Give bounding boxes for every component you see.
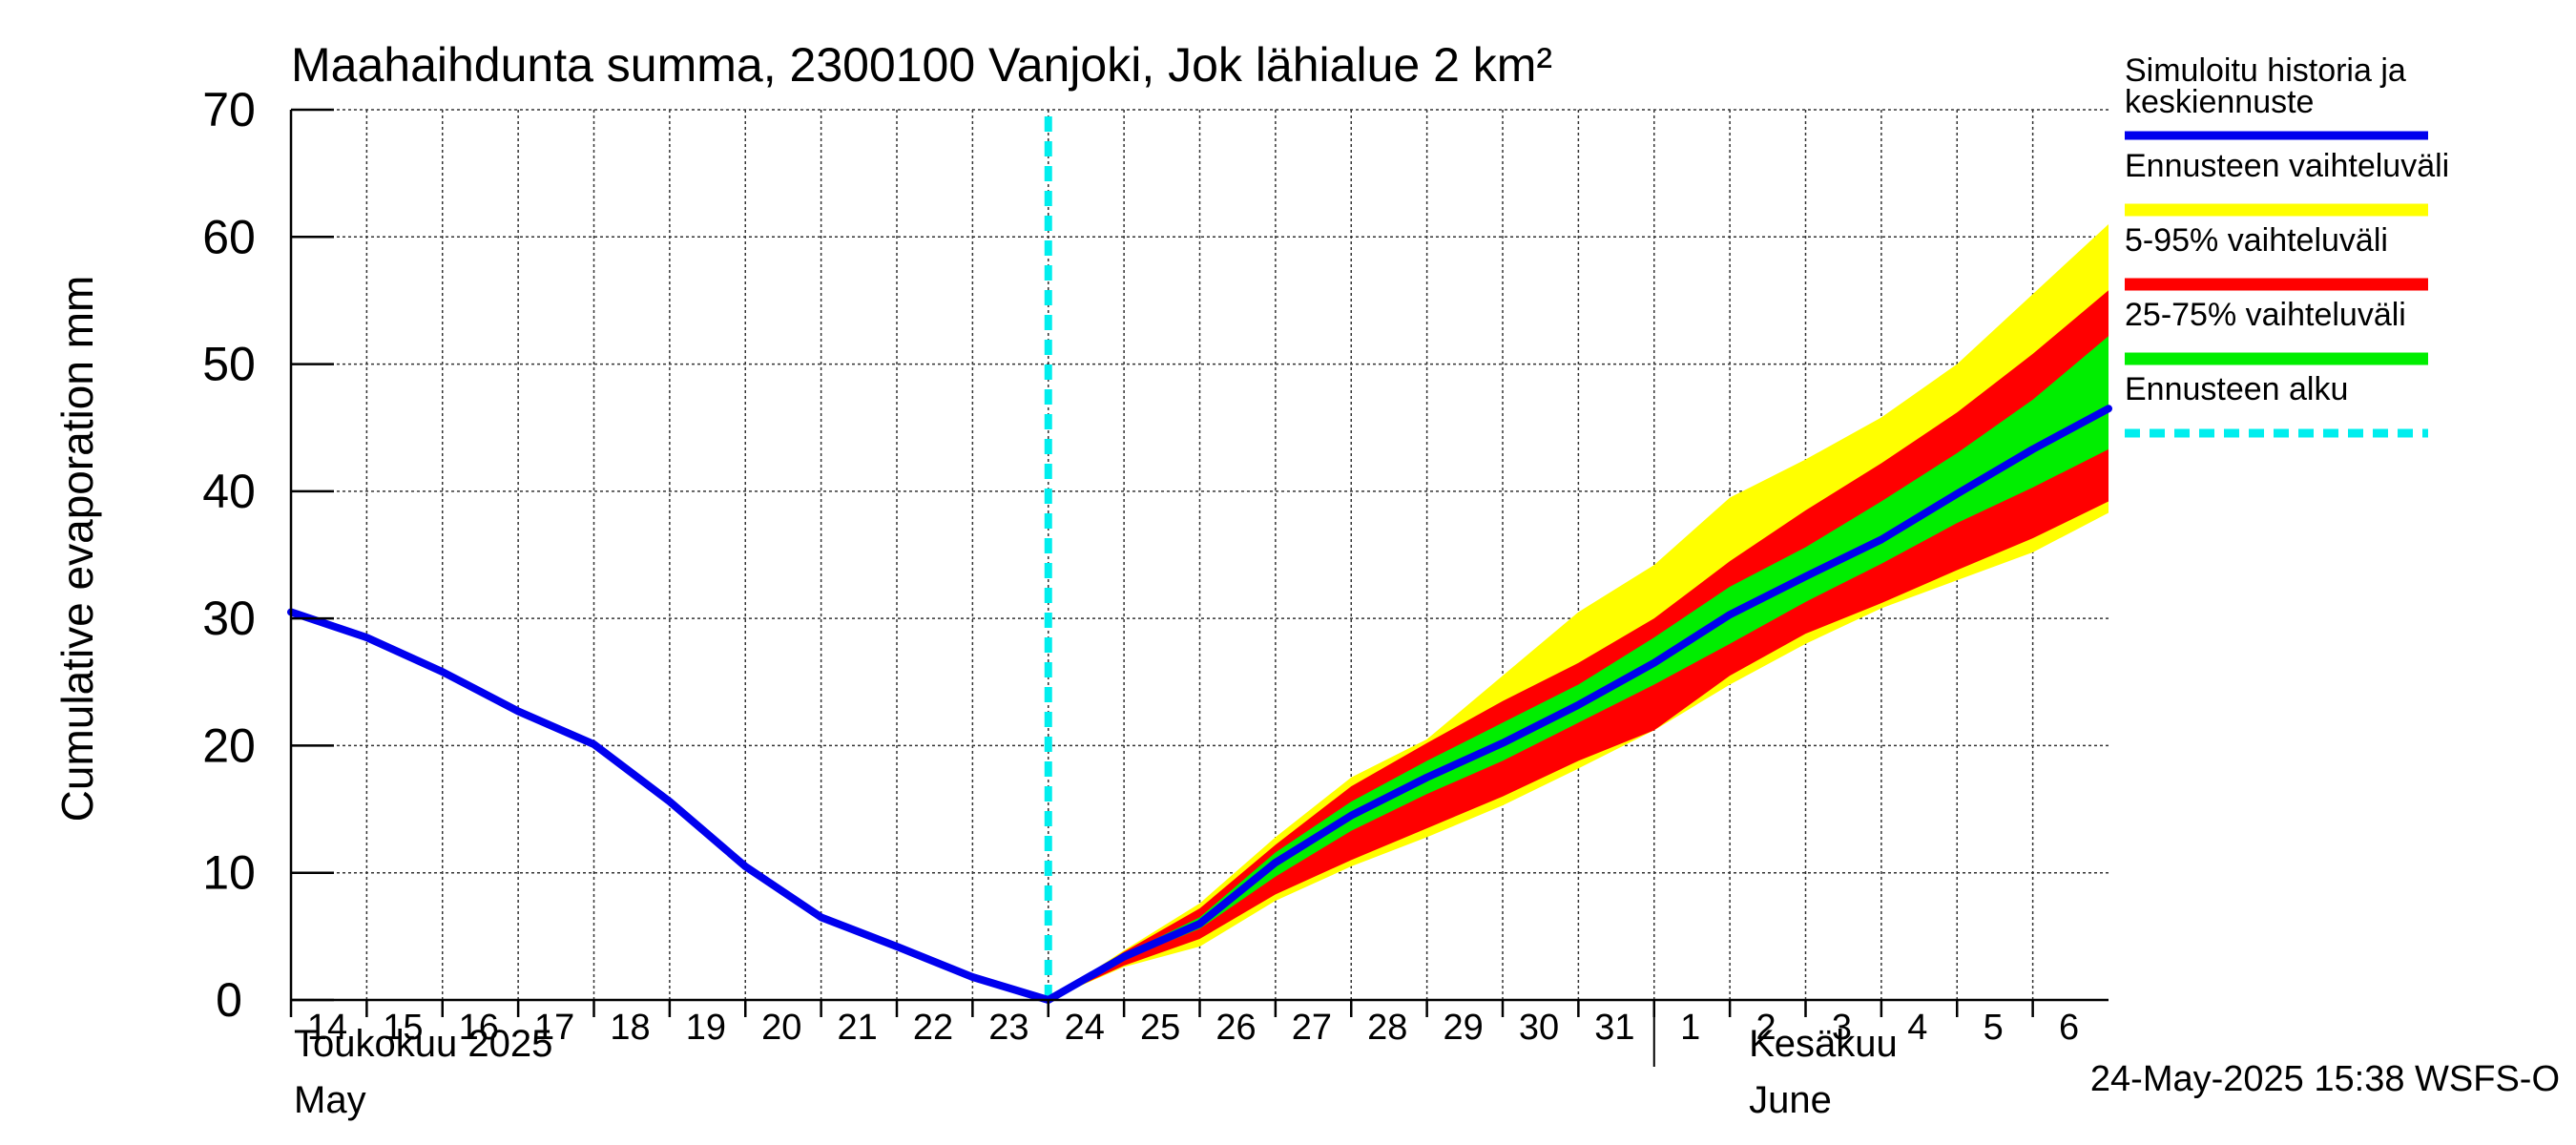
legend-label-0: Simuloitu historia ja <box>2125 52 2406 89</box>
y-tick-label-0: 0 <box>216 973 242 1027</box>
x-tick-label-25: 25 <box>1140 1008 1180 1048</box>
x-tick-label-19: 19 <box>686 1008 726 1048</box>
y-tick-label-50: 50 <box>202 338 256 391</box>
timestamp: 24-May-2025 15:38 WSFS-O <box>2090 1059 2560 1099</box>
data-point-18 <box>593 743 594 745</box>
chart-title: Maahaihdunta summa, 2300100 Vanjoki, Jok… <box>291 38 1552 92</box>
month-label-en-0: May <box>294 1079 366 1121</box>
x-tick-label-6: 6 <box>2059 1008 2079 1048</box>
y-tick-label-60: 60 <box>202 210 256 263</box>
x-tick-label-31: 31 <box>1594 1008 1634 1048</box>
legend-label2-0: keskiennuste <box>2125 84 2314 120</box>
data-point-25 <box>1123 956 1125 958</box>
series-lines <box>287 116 2112 1004</box>
data-point-16 <box>442 671 444 673</box>
data-point-20 <box>744 865 746 867</box>
x-tick-label-4: 4 <box>1907 1008 1927 1048</box>
x-tick-label-23: 23 <box>988 1008 1028 1048</box>
month-label-en-1: June <box>1749 1079 1832 1121</box>
x-tick-label-14: 14 <box>307 1008 347 1048</box>
data-point-17 <box>517 710 519 712</box>
data-point-37 <box>2032 448 2034 450</box>
x-tick-label-24: 24 <box>1065 1008 1105 1048</box>
y-tick-label-30: 30 <box>202 592 256 645</box>
month-label-1: Kesäkuu <box>1749 1023 1898 1065</box>
y-axis-label: Cumulative evaporation mm <box>52 276 102 822</box>
x-tick-label-3: 3 <box>1832 1008 1852 1048</box>
x-tick-label-5: 5 <box>1984 1008 2004 1048</box>
y-tick-label-10: 10 <box>202 846 256 900</box>
legend-label-4: Ennusteen alku <box>2125 371 2348 407</box>
data-point-23 <box>971 976 973 978</box>
data-point-15 <box>365 636 367 638</box>
data-point-26 <box>1199 923 1200 925</box>
y-tick-label-40: 40 <box>202 465 256 518</box>
band-25-75-vaihteluv-li <box>1048 336 2109 1001</box>
y-tick-label-70: 70 <box>202 83 256 136</box>
data-point-34 <box>1805 575 1806 577</box>
x-tick-label-1: 1 <box>1680 1008 1700 1048</box>
x-tick-label-27: 27 <box>1292 1008 1332 1048</box>
band-5-95-vaihteluv-li <box>1048 290 2109 1000</box>
data-point-30 <box>1502 742 1504 744</box>
x-tick-label-16: 16 <box>459 1008 499 1048</box>
x-tick-label-29: 29 <box>1443 1008 1483 1048</box>
data-point-28 <box>1350 815 1352 817</box>
legend-label-3: 25-75% vaihteluväli <box>2125 297 2406 333</box>
x-tick-label-20: 20 <box>761 1008 801 1048</box>
data-point-33 <box>1729 614 1731 615</box>
data-point-29 <box>1426 777 1428 779</box>
data-point-36 <box>1956 493 1958 495</box>
band-ennusteen-vaihteluv-li <box>1048 223 2109 1000</box>
legend-label-1: Ennusteen vaihteluväli <box>2125 148 2449 184</box>
x-tick-label-22: 22 <box>913 1008 953 1048</box>
x-tick-label-28: 28 <box>1367 1008 1407 1048</box>
y-tick-label-20: 20 <box>202 718 256 772</box>
forecast-bands <box>1048 223 2109 1001</box>
x-tick-label-2: 2 <box>1756 1008 1776 1048</box>
x-tick-label-18: 18 <box>610 1008 650 1048</box>
x-tick-label-15: 15 <box>383 1008 423 1048</box>
legend-label-2: 5-95% vaihteluväli <box>2125 222 2388 259</box>
data-point-31 <box>1577 704 1579 706</box>
x-tick-label-17: 17 <box>534 1008 574 1048</box>
data-point-35 <box>1880 539 1882 541</box>
month-label-0: Toukokuu 2025 <box>294 1023 552 1065</box>
data-point-27 <box>1275 862 1277 864</box>
data-point-32 <box>1653 662 1655 664</box>
x-tick-label-21: 21 <box>837 1008 877 1048</box>
x-tick-label-30: 30 <box>1519 1008 1559 1048</box>
x-tick-label-26: 26 <box>1215 1008 1256 1048</box>
